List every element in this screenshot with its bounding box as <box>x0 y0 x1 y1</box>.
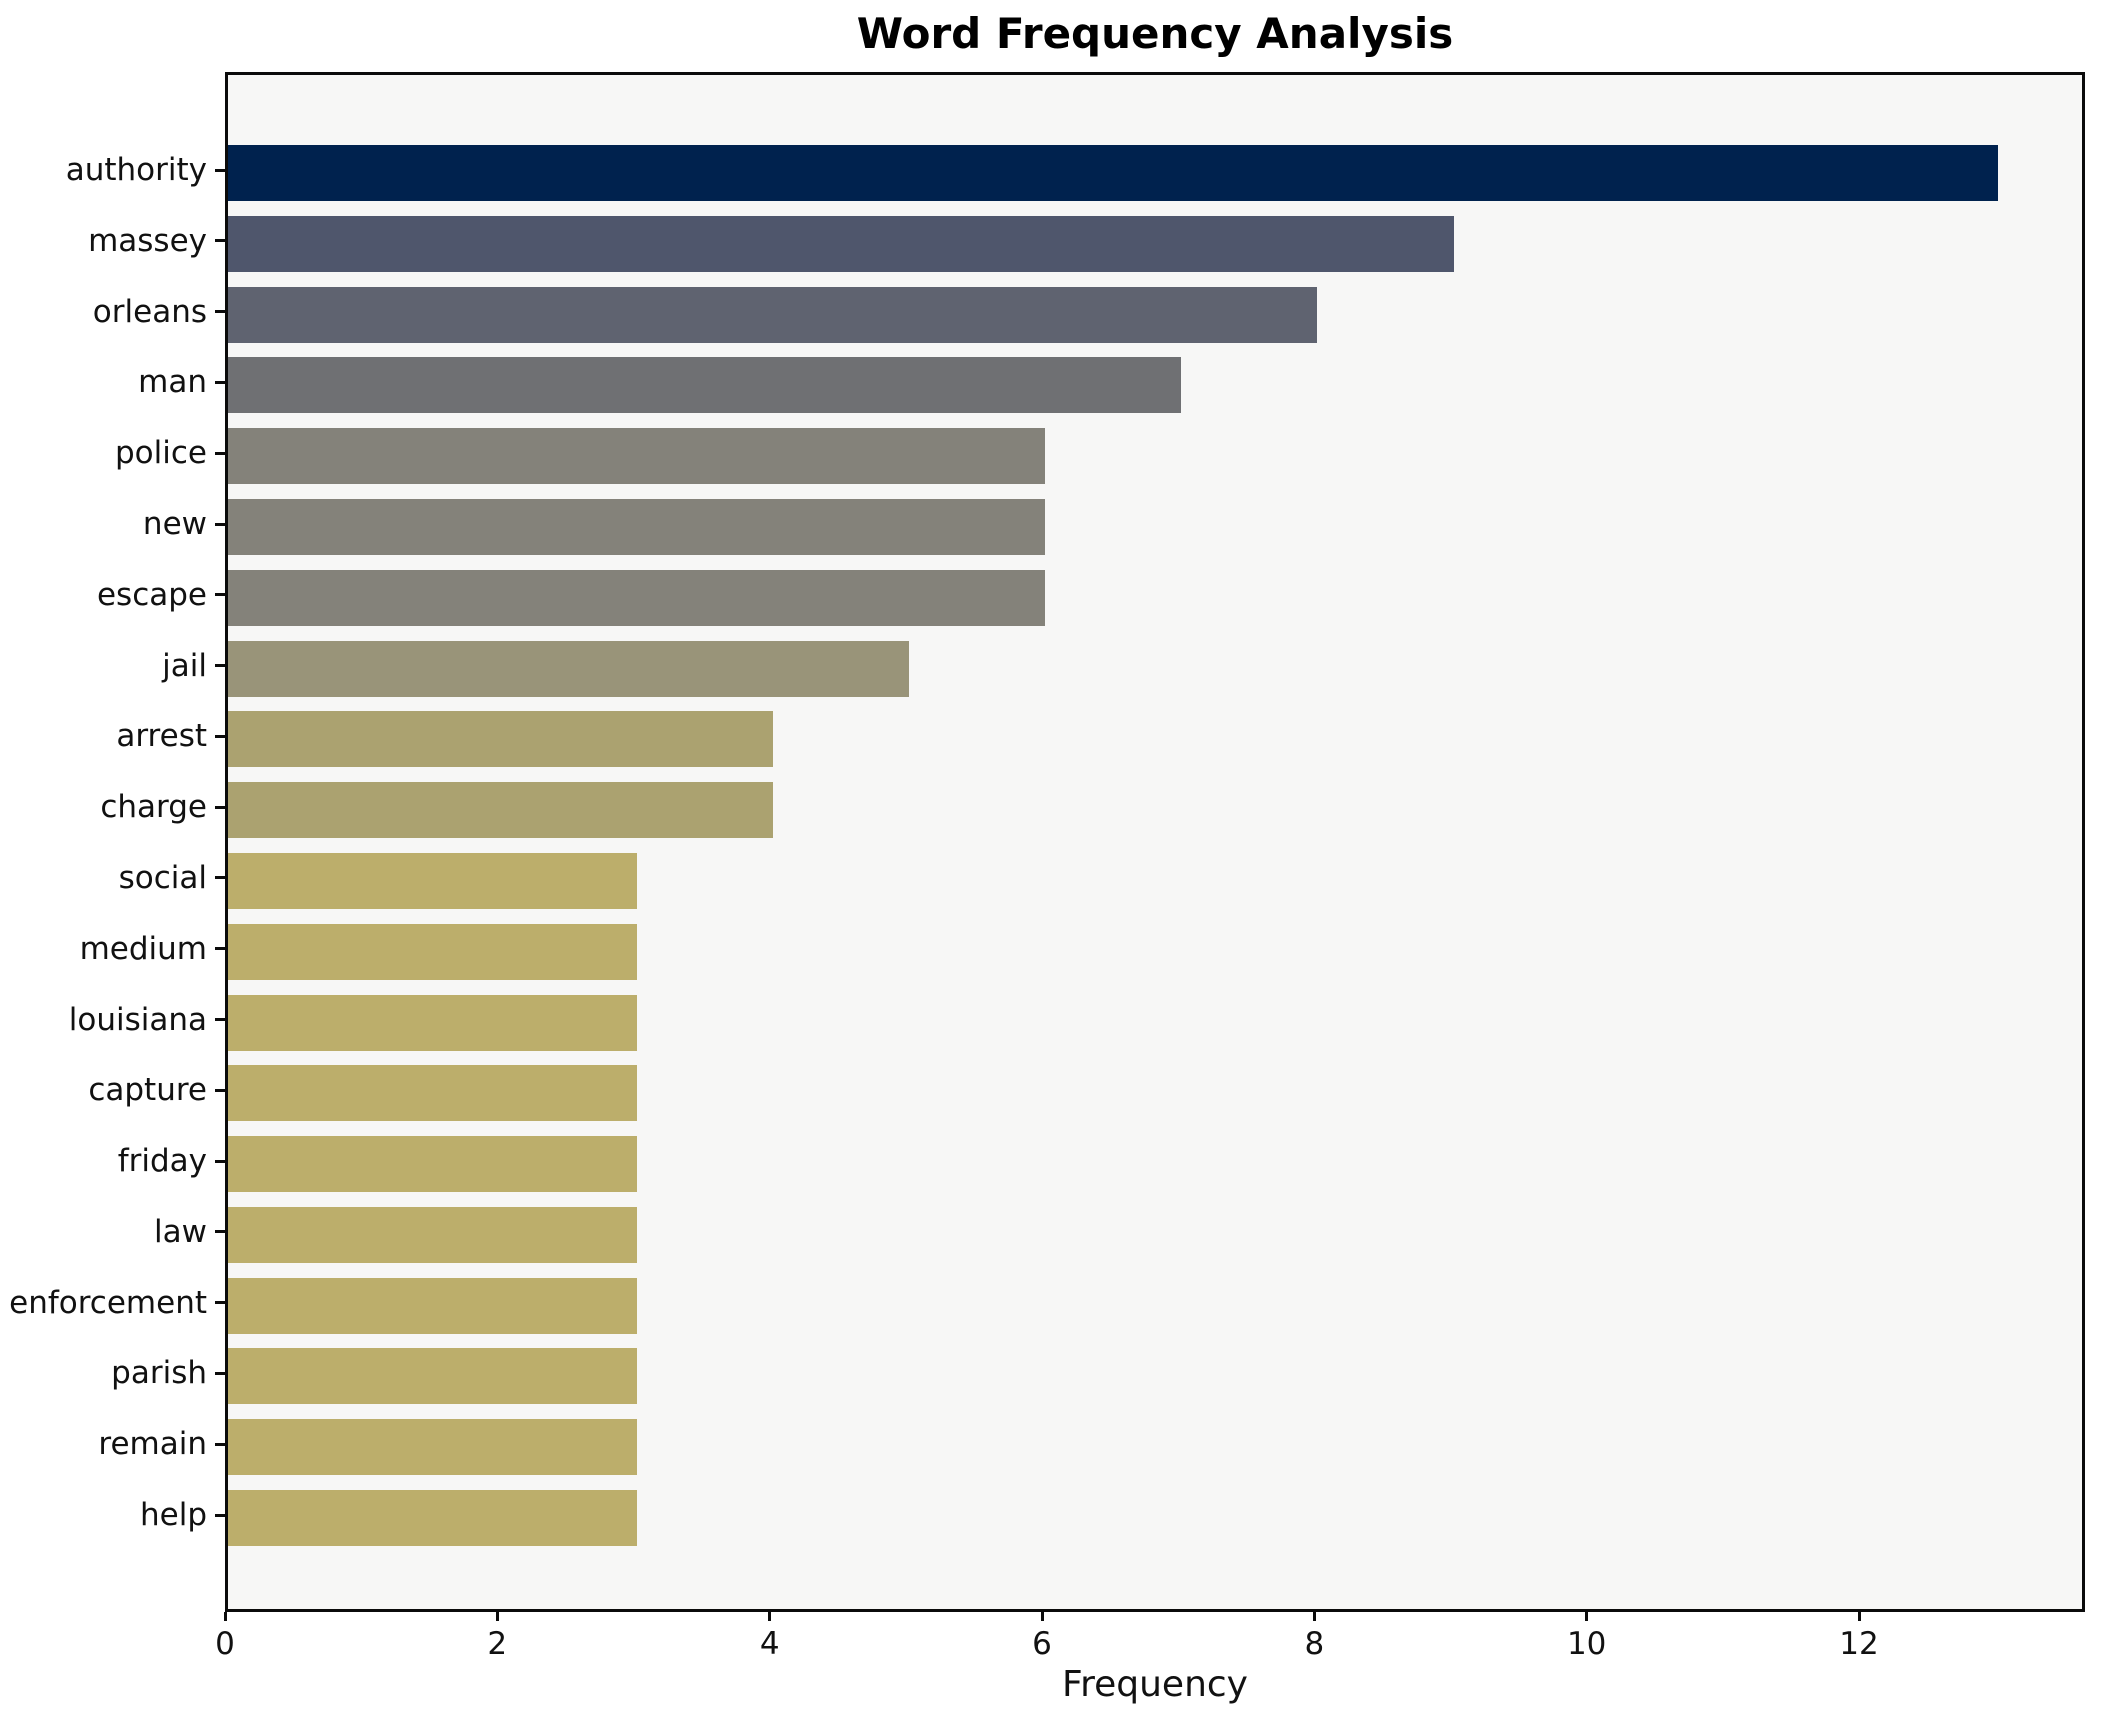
y-tick-mark <box>215 1371 225 1375</box>
bar-enforcement <box>228 1277 637 1334</box>
bar-jail <box>228 640 909 697</box>
y-tick-mark <box>215 380 225 384</box>
y-tick-mark <box>215 805 225 809</box>
y-tick-label: capture <box>88 1072 207 1109</box>
x-tick-mark <box>1040 1612 1044 1621</box>
y-tick-label: friday <box>117 1143 207 1180</box>
y-tick-label: new <box>142 506 207 542</box>
axes <box>225 72 2085 1612</box>
bar-police <box>228 428 1045 485</box>
y-tick-mark <box>215 876 225 880</box>
y-tick-mark <box>215 1159 225 1163</box>
x-tick-mark <box>495 1612 499 1621</box>
y-tick-mark <box>215 1513 225 1517</box>
bar-arrest <box>228 711 773 768</box>
y-tick-label: charge <box>100 789 207 826</box>
y-tick-mark <box>215 1018 225 1021</box>
bar-remain <box>228 1419 637 1476</box>
y-tick-label: massey <box>88 222 207 259</box>
bar-massey <box>228 215 1454 272</box>
bar-social <box>228 852 637 909</box>
bar-law <box>228 1206 637 1263</box>
y-tick-mark <box>215 451 225 455</box>
bar-friday <box>228 1136 637 1193</box>
y-tick-mark <box>215 168 225 172</box>
y-tick-label: police <box>115 435 207 472</box>
bar-medium <box>228 923 637 980</box>
y-tick-label: parish <box>111 1355 207 1392</box>
y-tick-label: law <box>154 1213 207 1250</box>
bar-man <box>228 357 1182 414</box>
y-tick-label: authority <box>65 152 207 188</box>
chart-title: Word Frequency Analysis <box>856 9 1454 58</box>
bar-louisiana <box>228 994 637 1051</box>
x-axis-label: Frequency <box>1062 1664 1248 1705</box>
y-tick-mark <box>215 1230 225 1234</box>
x-tick-mark <box>223 1612 227 1621</box>
x-tick-mark <box>768 1612 772 1621</box>
y-tick-label: help <box>139 1497 207 1533</box>
x-tick-mark <box>1857 1612 1861 1621</box>
x-tick-label: 10 <box>1566 1626 1607 1662</box>
y-tick-mark <box>215 1301 225 1305</box>
y-tick-mark <box>215 593 225 597</box>
y-tick-label: escape <box>96 576 207 613</box>
y-tick-mark <box>215 734 225 738</box>
x-tick-mark <box>1585 1612 1589 1621</box>
bar-escape <box>228 569 1045 626</box>
y-tick-mark <box>215 947 225 951</box>
y-tick-label: man <box>138 364 207 401</box>
y-tick-label: louisiana <box>68 1001 207 1038</box>
x-tick-label: 8 <box>1304 1626 1325 1662</box>
y-tick-mark <box>215 664 225 667</box>
bar-capture <box>228 1065 637 1122</box>
y-tick-mark <box>215 1088 225 1092</box>
bar-authority <box>228 145 1999 201</box>
y-tick-label: arrest <box>116 718 207 755</box>
y-tick-label: remain <box>98 1426 207 1463</box>
bar-new <box>228 499 1045 555</box>
x-tick-label: 6 <box>1032 1626 1052 1662</box>
bar-orleans <box>228 286 1318 343</box>
y-tick-label: enforcement <box>9 1284 207 1321</box>
y-tick-label: jail <box>162 647 207 684</box>
bar-charge <box>228 782 773 839</box>
y-tick-label: medium <box>79 930 207 967</box>
bar-help <box>228 1490 637 1546</box>
x-tick-label: 2 <box>487 1626 508 1662</box>
y-tick-mark <box>215 1442 225 1446</box>
x-tick-label: 4 <box>759 1626 780 1662</box>
x-tick-mark <box>1312 1612 1316 1621</box>
y-tick-mark <box>215 239 225 243</box>
y-tick-label: social <box>118 859 207 896</box>
x-tick-label: 0 <box>215 1626 235 1662</box>
bar-parish <box>228 1348 637 1405</box>
y-tick-mark <box>215 522 225 526</box>
y-tick-label: orleans <box>92 293 207 330</box>
y-tick-mark <box>215 310 225 314</box>
x-tick-label: 12 <box>1839 1626 1879 1662</box>
